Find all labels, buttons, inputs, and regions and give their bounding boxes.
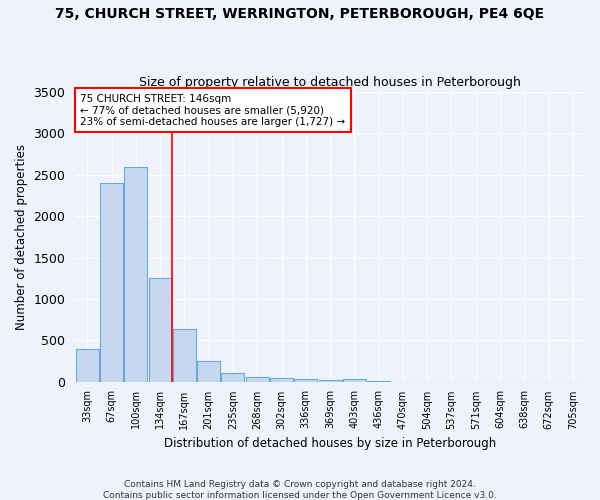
X-axis label: Distribution of detached houses by size in Peterborough: Distribution of detached houses by size … bbox=[164, 437, 496, 450]
Bar bbox=[173, 328, 196, 382]
Bar bbox=[124, 166, 148, 382]
Text: 75, CHURCH STREET, WERRINGTON, PETERBOROUGH, PE4 6QE: 75, CHURCH STREET, WERRINGTON, PETERBORO… bbox=[55, 8, 545, 22]
Bar bbox=[197, 361, 220, 382]
Title: Size of property relative to detached houses in Peterborough: Size of property relative to detached ho… bbox=[139, 76, 521, 90]
Y-axis label: Number of detached properties: Number of detached properties bbox=[15, 144, 28, 330]
Bar bbox=[319, 380, 341, 382]
Bar bbox=[76, 348, 99, 382]
Text: 75 CHURCH STREET: 146sqm
← 77% of detached houses are smaller (5,920)
23% of sem: 75 CHURCH STREET: 146sqm ← 77% of detach… bbox=[80, 94, 346, 126]
Bar bbox=[343, 379, 366, 382]
Text: Contains HM Land Registry data © Crown copyright and database right 2024.
Contai: Contains HM Land Registry data © Crown c… bbox=[103, 480, 497, 500]
Bar bbox=[100, 183, 123, 382]
Bar bbox=[221, 372, 244, 382]
Bar bbox=[149, 278, 172, 382]
Bar bbox=[246, 376, 269, 382]
Bar bbox=[270, 378, 293, 382]
Bar bbox=[294, 379, 317, 382]
